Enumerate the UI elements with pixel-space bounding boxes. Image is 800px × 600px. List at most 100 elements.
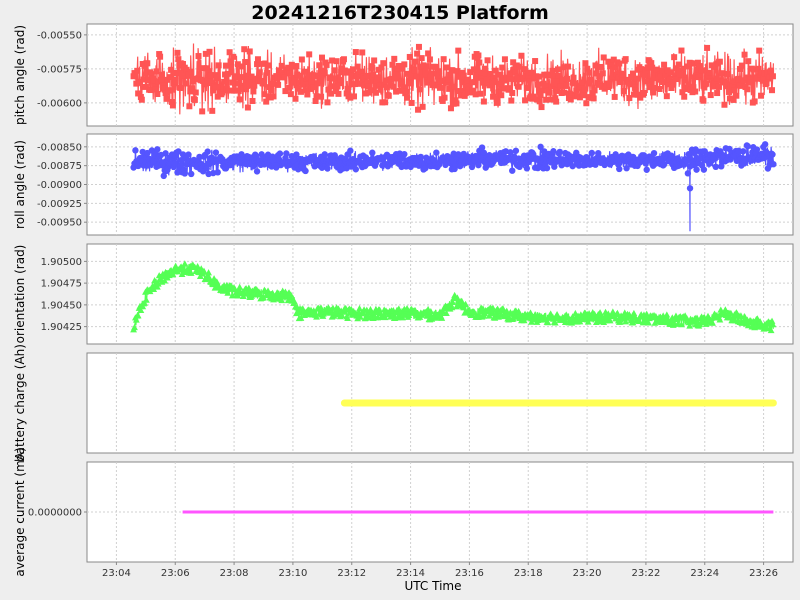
- pitch-point: [726, 95, 733, 102]
- pitch-point: [147, 87, 154, 94]
- pitch-point: [205, 68, 212, 75]
- pitch-point: [338, 69, 345, 76]
- pitch-point: [446, 85, 453, 92]
- pitch-point: [306, 51, 313, 58]
- roll-point: [693, 166, 700, 173]
- pitch-point: [733, 92, 740, 99]
- roll-point: [188, 170, 195, 178]
- pitch-point: [241, 46, 248, 53]
- roll-point: [212, 149, 220, 156]
- pitch-point: [304, 91, 311, 98]
- pitch-point: [754, 75, 761, 82]
- pitch-point: [668, 84, 675, 91]
- roll-point: [573, 149, 580, 156]
- orientation-point: [764, 325, 771, 332]
- pitch-point: [140, 76, 147, 83]
- pitch-point: [390, 83, 397, 90]
- pitch-point: [482, 70, 489, 77]
- pitch-point: [616, 60, 623, 67]
- pitch-point: [654, 68, 661, 75]
- orientation-point: [338, 312, 346, 319]
- orientation-point: [411, 307, 419, 314]
- roll-point: [160, 172, 167, 180]
- pitch-point: [563, 82, 570, 89]
- orientation-point: [194, 262, 202, 270]
- pitch-point: [557, 83, 564, 90]
- roll-point: [761, 154, 768, 162]
- roll-point: [401, 150, 408, 158]
- x-tick-label: 23:12: [337, 568, 366, 579]
- pitch-point: [608, 60, 615, 67]
- pitch-point: [532, 58, 539, 65]
- pitch-point: [260, 80, 267, 87]
- pitch-point: [436, 68, 443, 75]
- pitch-point: [703, 80, 710, 87]
- pitch-point: [297, 88, 304, 95]
- pitch-point: [295, 85, 302, 92]
- pitch-point: [454, 68, 461, 75]
- orientation-point: [622, 318, 630, 325]
- roll-point: [507, 149, 514, 156]
- pitch-point: [174, 49, 181, 56]
- roll-point: [550, 148, 557, 155]
- pitch-point: [192, 89, 199, 96]
- pitch-point: [539, 87, 546, 94]
- roll-point: [588, 149, 596, 157]
- orientation-point: [278, 296, 286, 304]
- x-tick-label: 23:24: [690, 568, 719, 579]
- pitch-point: [224, 70, 231, 77]
- orientation-point: [449, 298, 457, 306]
- pitch-point: [550, 80, 557, 87]
- orientation-point: [344, 314, 352, 322]
- orientation-point: [678, 321, 685, 328]
- panel-orientation: 1.90500 1.90475 1.90450 1.90425 orientation …: [13, 243, 794, 345]
- pitch-point: [168, 99, 175, 106]
- roll-point: [556, 148, 564, 156]
- pitch-point: [724, 70, 731, 77]
- pitch-point: [769, 73, 776, 80]
- orientation-point: [492, 310, 500, 317]
- pitch-point: [362, 90, 369, 97]
- pitch-point: [441, 94, 448, 101]
- pitch-point: [154, 91, 161, 98]
- orientation-point: [663, 311, 671, 318]
- x-tick-label: 23:06: [161, 568, 190, 579]
- orientation-point: [630, 309, 638, 317]
- pitch-point: [376, 82, 383, 89]
- y-tick-label: 1.90475: [41, 279, 82, 290]
- pitch-point: [265, 62, 272, 69]
- pitch-point: [134, 67, 141, 74]
- pitch-point: [678, 47, 685, 54]
- pitch-point: [483, 77, 490, 84]
- pitch-point: [296, 79, 303, 86]
- pitch-point: [552, 95, 559, 102]
- pitch-point: [378, 64, 385, 71]
- pitch-point: [480, 98, 487, 105]
- pitch-point: [751, 98, 758, 105]
- y-tick-label: -0.00850: [37, 142, 82, 153]
- pitch-point: [679, 89, 686, 96]
- orientation-point: [137, 306, 145, 314]
- pitch-point: [677, 71, 684, 78]
- pitch-point: [718, 70, 725, 77]
- pitch-point: [744, 86, 751, 93]
- pitch-point: [455, 47, 462, 54]
- pitch-point: [324, 99, 331, 106]
- pitch-point: [460, 72, 467, 79]
- pitch-point: [254, 56, 261, 63]
- pitch-point: [571, 80, 578, 87]
- orientation-point: [210, 275, 218, 282]
- pitch-point: [756, 47, 763, 54]
- pitch-point: [144, 60, 151, 67]
- orientation-point: [462, 300, 470, 307]
- orientation-point: [405, 311, 413, 318]
- orientation-point: [626, 312, 634, 320]
- pitch-point: [549, 67, 556, 74]
- pitch-point: [161, 86, 168, 93]
- pitch-point: [747, 79, 754, 86]
- pitch-point: [722, 79, 729, 86]
- roll-point: [369, 149, 376, 156]
- roll-point: [293, 151, 300, 158]
- pitch-point: [264, 69, 271, 76]
